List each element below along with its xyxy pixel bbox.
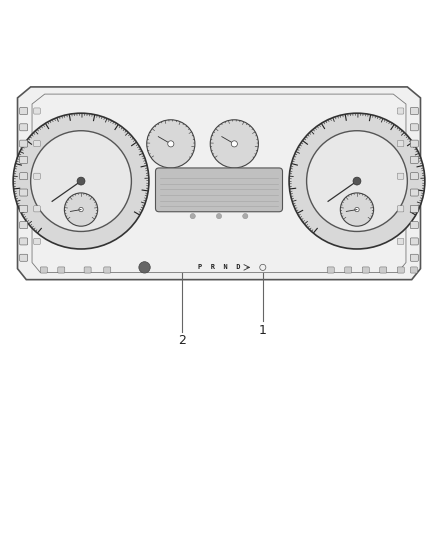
Circle shape	[355, 207, 359, 212]
FancyBboxPatch shape	[40, 267, 47, 273]
Circle shape	[353, 177, 361, 185]
FancyBboxPatch shape	[380, 267, 387, 273]
FancyBboxPatch shape	[410, 140, 418, 147]
FancyBboxPatch shape	[397, 141, 404, 147]
Circle shape	[307, 131, 407, 231]
FancyBboxPatch shape	[410, 254, 418, 261]
FancyBboxPatch shape	[410, 189, 418, 196]
FancyBboxPatch shape	[410, 205, 418, 212]
Circle shape	[77, 177, 85, 185]
FancyBboxPatch shape	[410, 124, 418, 131]
Polygon shape	[18, 87, 420, 280]
FancyBboxPatch shape	[397, 108, 404, 114]
FancyBboxPatch shape	[20, 156, 28, 164]
FancyBboxPatch shape	[20, 238, 28, 245]
FancyBboxPatch shape	[34, 108, 40, 114]
FancyBboxPatch shape	[20, 205, 28, 212]
FancyBboxPatch shape	[155, 168, 283, 212]
Circle shape	[216, 214, 222, 219]
Text: P  R  N  D: P R N D	[198, 264, 240, 270]
Circle shape	[210, 120, 258, 168]
FancyBboxPatch shape	[397, 238, 404, 245]
FancyBboxPatch shape	[397, 267, 404, 273]
FancyBboxPatch shape	[20, 189, 28, 196]
FancyBboxPatch shape	[20, 108, 28, 115]
Circle shape	[340, 193, 374, 226]
Circle shape	[13, 113, 149, 249]
Circle shape	[64, 193, 98, 226]
FancyBboxPatch shape	[34, 173, 40, 179]
FancyBboxPatch shape	[410, 222, 418, 229]
Text: 2: 2	[178, 335, 186, 348]
Circle shape	[243, 214, 248, 219]
Circle shape	[289, 113, 425, 249]
FancyBboxPatch shape	[58, 267, 65, 273]
FancyBboxPatch shape	[20, 124, 28, 131]
FancyBboxPatch shape	[410, 156, 418, 164]
Circle shape	[168, 141, 174, 147]
Text: 1: 1	[259, 324, 267, 336]
FancyBboxPatch shape	[34, 206, 40, 212]
FancyBboxPatch shape	[20, 140, 28, 147]
FancyBboxPatch shape	[410, 238, 418, 245]
FancyBboxPatch shape	[410, 173, 418, 180]
FancyBboxPatch shape	[410, 267, 417, 273]
FancyBboxPatch shape	[410, 108, 418, 115]
FancyBboxPatch shape	[345, 267, 352, 273]
Circle shape	[31, 131, 131, 231]
FancyBboxPatch shape	[362, 267, 369, 273]
Circle shape	[190, 214, 195, 219]
FancyBboxPatch shape	[20, 222, 28, 229]
Circle shape	[139, 262, 150, 273]
FancyBboxPatch shape	[34, 141, 40, 147]
FancyBboxPatch shape	[397, 173, 404, 179]
FancyBboxPatch shape	[397, 206, 404, 212]
FancyBboxPatch shape	[84, 267, 91, 273]
FancyBboxPatch shape	[327, 267, 334, 273]
FancyBboxPatch shape	[20, 173, 28, 180]
Circle shape	[147, 120, 195, 168]
FancyBboxPatch shape	[104, 267, 111, 273]
FancyBboxPatch shape	[34, 238, 40, 245]
Circle shape	[79, 207, 83, 212]
Circle shape	[231, 141, 237, 147]
FancyBboxPatch shape	[20, 254, 28, 261]
